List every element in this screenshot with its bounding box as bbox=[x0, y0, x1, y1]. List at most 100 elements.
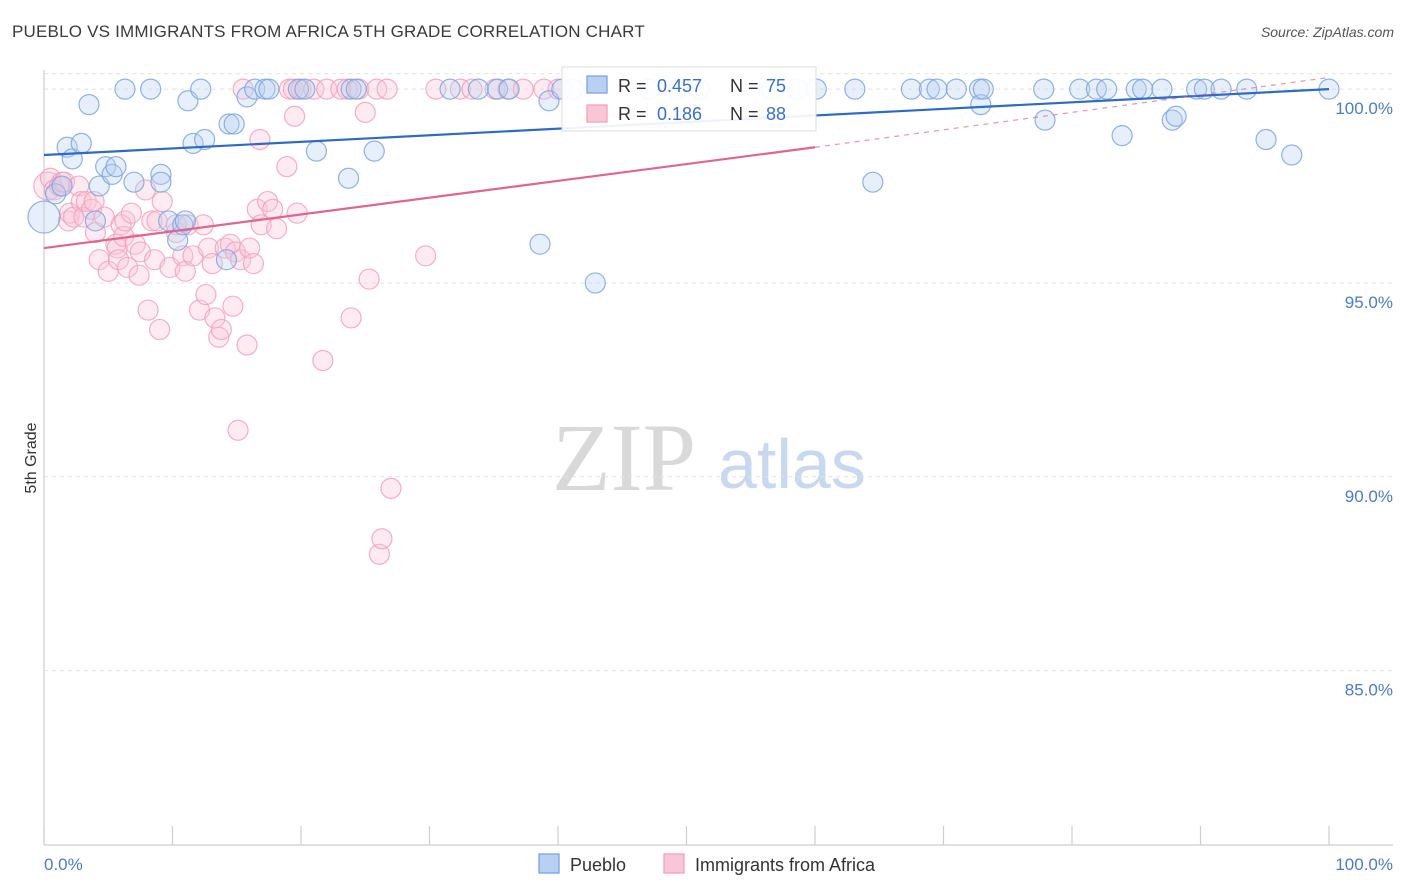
x-tick-label-max: 100.0% bbox=[1335, 855, 1393, 874]
data-point bbox=[190, 78, 212, 100]
stats-box: R = 0.457 N = 75 R = 0.186 N = 88 bbox=[561, 66, 817, 132]
data-point bbox=[114, 78, 136, 100]
data-point bbox=[900, 78, 922, 100]
data-point bbox=[926, 78, 948, 100]
data-point bbox=[305, 140, 328, 162]
data-point bbox=[174, 210, 196, 232]
data-point bbox=[970, 94, 992, 116]
data-point bbox=[1069, 78, 1091, 100]
data-point bbox=[1151, 78, 1173, 100]
data-point bbox=[107, 249, 130, 271]
x-tick-marks bbox=[43, 826, 1330, 845]
y-tick-labels: 85.0% 90.0% 95.0% 100.0% bbox=[1335, 99, 1393, 699]
data-point bbox=[358, 268, 380, 290]
data-point bbox=[371, 528, 393, 550]
data-point bbox=[529, 233, 551, 255]
data-point bbox=[1033, 78, 1055, 100]
data-point bbox=[265, 218, 288, 240]
stats-r-label-pueblo: R = bbox=[618, 76, 647, 96]
data-point bbox=[140, 78, 162, 100]
gridlines bbox=[44, 73, 1393, 672]
data-point bbox=[80, 198, 103, 220]
data-point bbox=[1255, 128, 1277, 151]
data-point bbox=[53, 171, 76, 193]
data-point bbox=[487, 78, 509, 100]
data-point bbox=[1186, 78, 1208, 100]
data-point bbox=[363, 140, 385, 162]
data-point bbox=[215, 249, 238, 271]
data-point bbox=[242, 252, 265, 275]
y-axis-label: 5th Grade bbox=[23, 422, 40, 493]
data-point bbox=[972, 78, 994, 100]
stats-r-value-pueblo: 0.457 bbox=[657, 76, 702, 96]
trend-line-africa bbox=[43, 146, 816, 250]
data-point bbox=[340, 78, 362, 100]
data-point bbox=[141, 210, 163, 232]
data-point bbox=[51, 175, 73, 197]
data-point bbox=[1210, 78, 1232, 100]
stats-r-label-africa: R = bbox=[618, 104, 647, 124]
data-point bbox=[1281, 144, 1303, 166]
data-point bbox=[918, 78, 940, 100]
stats-n-label-africa: N = bbox=[730, 104, 759, 124]
data-point bbox=[1161, 109, 1183, 131]
data-point bbox=[1165, 105, 1187, 127]
data-point bbox=[128, 264, 150, 286]
data-point bbox=[150, 163, 172, 186]
data-point bbox=[227, 419, 249, 441]
legend-swatch-pueblo bbox=[538, 853, 560, 874]
data-point bbox=[222, 295, 244, 317]
data-point bbox=[368, 543, 390, 565]
data-point bbox=[123, 171, 145, 193]
stats-swatch-pueblo bbox=[586, 75, 608, 94]
y-tick-label: 85.0% bbox=[1345, 681, 1393, 700]
data-point bbox=[258, 78, 280, 100]
data-point bbox=[223, 113, 245, 135]
stats-n-label-pueblo: N = bbox=[730, 76, 759, 96]
data-point bbox=[354, 101, 376, 123]
data-point bbox=[1111, 125, 1133, 147]
data-point bbox=[376, 78, 398, 100]
data-point bbox=[105, 156, 127, 178]
y-tick-label: 90.0% bbox=[1345, 487, 1393, 506]
y-tick-label: 100.0% bbox=[1335, 99, 1393, 118]
data-point bbox=[1236, 78, 1258, 100]
data-point bbox=[340, 307, 362, 329]
data-point bbox=[287, 78, 310, 100]
data-point bbox=[210, 318, 232, 341]
data-point bbox=[294, 78, 316, 100]
legend: Pueblo Immigrants from Africa bbox=[538, 853, 876, 875]
data-point bbox=[236, 86, 258, 108]
data-point bbox=[218, 113, 240, 135]
source-credit: Source: ZipAtlas.com bbox=[1260, 24, 1394, 40]
data-point bbox=[467, 78, 489, 100]
data-point bbox=[78, 94, 100, 116]
data-point bbox=[84, 210, 107, 232]
watermark-zip: ZIP bbox=[552, 404, 696, 511]
data-point bbox=[27, 200, 61, 234]
data-point bbox=[88, 249, 110, 271]
data-point bbox=[195, 283, 217, 306]
stats-n-value-africa: 88 bbox=[766, 104, 786, 124]
data-point bbox=[584, 272, 606, 294]
data-point bbox=[1132, 78, 1154, 100]
data-point bbox=[149, 318, 171, 341]
data-point bbox=[498, 78, 520, 100]
data-point bbox=[862, 171, 884, 193]
data-point bbox=[337, 167, 360, 189]
series-pueblo bbox=[27, 78, 1340, 294]
stats-n-value-pueblo: 75 bbox=[766, 76, 786, 96]
stats-r-value-africa: 0.186 bbox=[657, 104, 702, 124]
data-point bbox=[439, 78, 461, 100]
data-point bbox=[303, 78, 325, 100]
data-point bbox=[276, 156, 298, 178]
data-point bbox=[1096, 78, 1118, 100]
data-point bbox=[70, 132, 92, 155]
data-point bbox=[56, 136, 78, 158]
x-tick-label-min: 0.0% bbox=[44, 855, 83, 874]
data-point bbox=[844, 78, 866, 100]
data-point bbox=[945, 78, 967, 100]
data-point bbox=[192, 214, 214, 236]
watermark-atlas: atlas bbox=[718, 425, 866, 503]
